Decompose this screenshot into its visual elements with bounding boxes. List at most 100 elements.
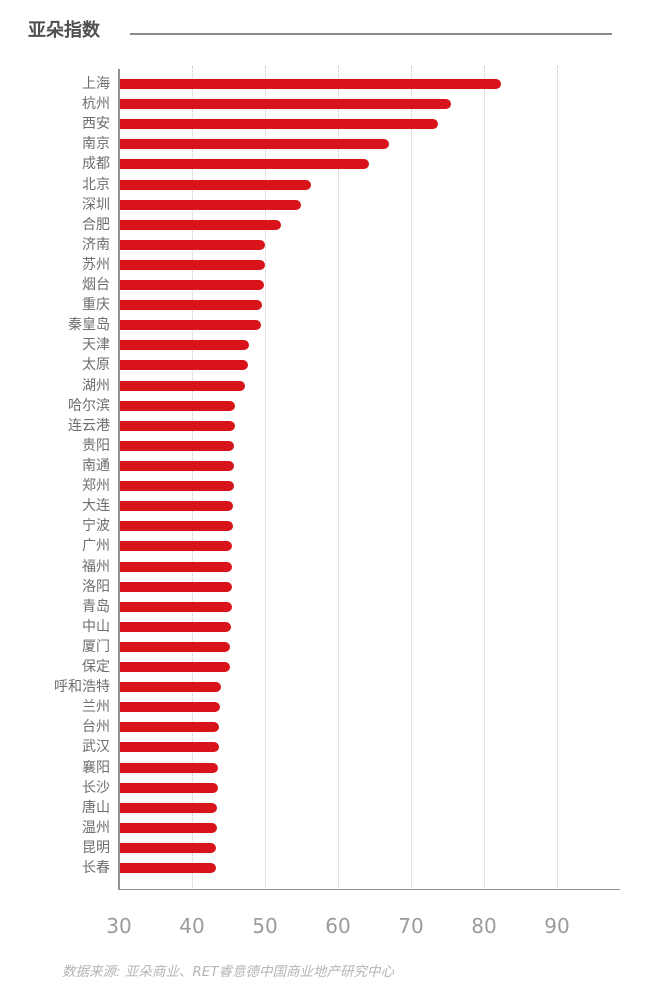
category-label: 厦门 (82, 638, 110, 655)
category-label: 南京 (82, 136, 110, 153)
x-tick-label: 30 (106, 914, 132, 938)
bar-深圳 (120, 199, 302, 210)
category-label: 南通 (82, 457, 110, 474)
gridline-70 (411, 66, 412, 890)
category-label: 中山 (82, 618, 110, 635)
source-note: 数据来源: 亚朵商业、RET睿意德中国商业地产研究中心 (62, 964, 394, 980)
x-axis-line (118, 888, 620, 890)
category-label: 重庆 (82, 297, 110, 314)
bar-湖州 (120, 380, 245, 391)
bar-济南 (120, 239, 266, 250)
x-tick-label: 90 (544, 914, 570, 938)
category-label: 太原 (82, 357, 110, 374)
bar-洛阳 (120, 581, 232, 592)
category-label: 杭州 (82, 96, 110, 113)
bar-福州 (120, 561, 233, 572)
category-label: 洛阳 (82, 578, 110, 595)
bar-武汉 (120, 742, 219, 753)
plot-area (118, 66, 620, 890)
bar-中山 (120, 621, 231, 632)
category-label: 烟台 (82, 277, 110, 294)
bar-成都 (120, 159, 369, 170)
category-label: 西安 (82, 116, 110, 133)
category-label: 上海 (82, 76, 110, 92)
bar-烟台 (120, 280, 264, 291)
category-label: 大连 (82, 498, 110, 515)
bar-广州 (120, 541, 233, 552)
bar-宁波 (120, 521, 234, 532)
title-rule (130, 33, 612, 35)
category-label: 福州 (82, 558, 110, 575)
category-label: 贵阳 (82, 437, 110, 454)
bar-苏州 (120, 259, 265, 270)
page-title: 亚朵指数 (28, 20, 100, 41)
gridline-50 (265, 66, 266, 890)
gridline-90 (557, 66, 558, 890)
category-label: 兰州 (82, 699, 110, 716)
bar-南通 (120, 460, 234, 471)
gridline-40 (192, 66, 193, 890)
bar-天津 (120, 340, 250, 351)
category-label: 哈尔滨 (68, 397, 110, 414)
bar-保定 (120, 662, 230, 673)
x-tick-label: 40 (179, 914, 205, 938)
bar-长春 (120, 863, 217, 874)
bar-贵阳 (120, 440, 234, 451)
category-label: 襄阳 (82, 759, 110, 776)
bar-重庆 (120, 300, 263, 311)
category-label: 秦皇岛 (68, 317, 110, 334)
gridline-80 (484, 66, 485, 890)
category-label: 台州 (82, 719, 110, 736)
category-label: 天津 (82, 337, 110, 354)
bar-大连 (120, 501, 234, 512)
category-label: 呼和浩特 (54, 679, 110, 696)
bar-杭州 (120, 99, 452, 110)
category-label: 武汉 (82, 739, 110, 756)
category-label: 广州 (82, 538, 110, 555)
bar-上海 (120, 79, 502, 89)
category-label: 苏州 (82, 256, 110, 273)
y-axis-line (118, 69, 120, 890)
bar-长沙 (120, 782, 218, 793)
bar-北京 (120, 179, 311, 190)
category-label: 合肥 (82, 216, 110, 233)
bar-郑州 (120, 481, 234, 492)
category-label: 长沙 (82, 779, 110, 796)
bar-唐山 (120, 802, 218, 813)
bar-兰州 (120, 702, 220, 713)
bar-西安 (120, 119, 438, 130)
bar-南京 (120, 139, 389, 150)
category-label: 深圳 (82, 196, 110, 213)
category-label: 温州 (82, 819, 110, 836)
x-tick-label: 70 (398, 914, 424, 938)
category-label: 济南 (82, 236, 110, 253)
category-label: 宁波 (82, 518, 110, 535)
x-tick-label: 50 (252, 914, 278, 938)
bar-太原 (120, 360, 249, 371)
category-label: 长春 (82, 860, 110, 877)
category-label: 保定 (82, 659, 110, 676)
category-label: 成都 (82, 156, 110, 173)
bar-哈尔滨 (120, 400, 235, 411)
bar-合肥 (120, 219, 282, 230)
category-label: 连云港 (68, 417, 110, 434)
category-label: 唐山 (82, 799, 110, 816)
bar-青岛 (120, 601, 232, 612)
x-tick-label: 80 (471, 914, 497, 938)
bar-襄阳 (120, 762, 218, 773)
category-label: 北京 (82, 176, 110, 193)
bar-秦皇岛 (120, 320, 261, 331)
bar-厦门 (120, 641, 231, 652)
category-label: 青岛 (82, 598, 110, 615)
bar-连云港 (120, 420, 235, 431)
category-label: 昆明 (82, 839, 110, 856)
category-label: 湖州 (82, 377, 110, 394)
bar-呼和浩特 (120, 682, 221, 693)
x-tick-label: 60 (325, 914, 351, 938)
gridline-60 (338, 66, 339, 890)
bar-温州 (120, 822, 218, 833)
bar-台州 (120, 722, 220, 733)
category-label: 郑州 (82, 478, 110, 495)
bar-昆明 (120, 842, 217, 853)
